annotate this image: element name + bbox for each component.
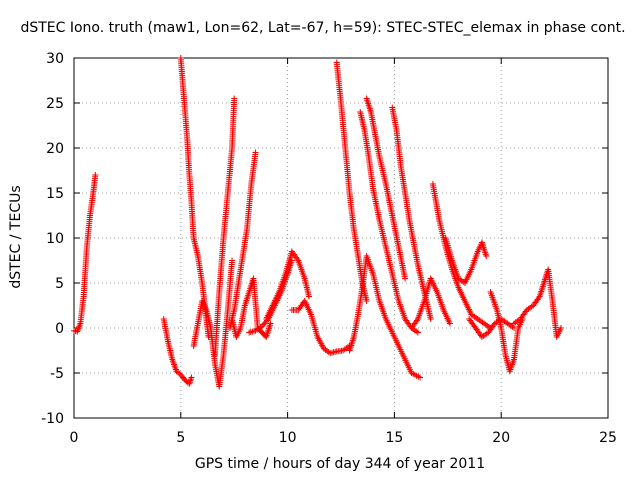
series-2 <box>160 316 195 387</box>
data-point <box>229 257 236 264</box>
data-point <box>446 320 453 327</box>
y-tick-label: 20 <box>46 141 64 157</box>
y-tick-label: 10 <box>46 231 64 247</box>
data-point <box>483 253 490 259</box>
grid <box>74 58 608 418</box>
y-tick-label: -10 <box>41 411 64 427</box>
x-axis-label: GPS time / hours of day 344 of year 2011 <box>195 456 485 472</box>
x-tick-label: 20 <box>492 430 510 446</box>
y-tick-label: 30 <box>46 51 64 67</box>
series-21 <box>511 266 565 340</box>
y-axis-label: dSTEC / TECUs <box>8 185 24 288</box>
plot-frame <box>73 57 609 419</box>
y-tick-label: 25 <box>46 96 64 112</box>
series-7 <box>229 275 274 340</box>
data-point <box>261 320 268 327</box>
series-11 <box>333 59 370 304</box>
data-point <box>267 320 274 327</box>
series-9 <box>263 248 312 322</box>
series-4 <box>190 257 236 390</box>
series-10 <box>288 298 353 357</box>
data-point <box>92 172 99 178</box>
x-tick-label: 15 <box>385 430 403 446</box>
series-15 <box>389 104 434 322</box>
data-points <box>71 55 565 390</box>
series-13 <box>357 109 421 336</box>
series-18 <box>442 235 490 286</box>
x-tick-labels: 0 5 10 15 20 25 <box>70 430 617 446</box>
series-3 <box>177 55 212 340</box>
series-20 <box>487 289 526 375</box>
data-point <box>417 374 424 381</box>
y-tick-label: 15 <box>46 186 64 202</box>
data-point <box>231 95 238 102</box>
x-tick-label: 0 <box>70 430 79 446</box>
data-point <box>363 298 370 304</box>
series-1 <box>71 172 99 335</box>
series-14 <box>363 95 409 282</box>
series-12 <box>346 253 424 381</box>
data-point <box>258 323 265 330</box>
series-5 <box>211 95 238 358</box>
data-point <box>252 149 259 156</box>
y-tick-label: 0 <box>55 321 64 337</box>
data-point <box>558 325 565 331</box>
x-tick-label: 10 <box>279 430 297 446</box>
y-tick-label: 5 <box>55 276 64 292</box>
series-16 <box>408 275 453 331</box>
data-point <box>402 275 409 282</box>
data-point <box>414 329 421 336</box>
x-tick-label: 5 <box>176 430 185 446</box>
data-point <box>260 321 267 328</box>
data-point <box>427 316 434 322</box>
data-point <box>305 293 312 300</box>
chart-title: dSTEC Iono. truth (maw1, Lon=62, Lat=-67… <box>20 20 625 36</box>
data-point <box>188 374 195 381</box>
y-tick-labels: -10 -5 0 5 10 15 20 25 30 <box>41 51 64 427</box>
x-tick-label: 25 <box>599 430 617 446</box>
series-19 <box>466 316 518 340</box>
y-tick-label: -5 <box>50 366 64 382</box>
